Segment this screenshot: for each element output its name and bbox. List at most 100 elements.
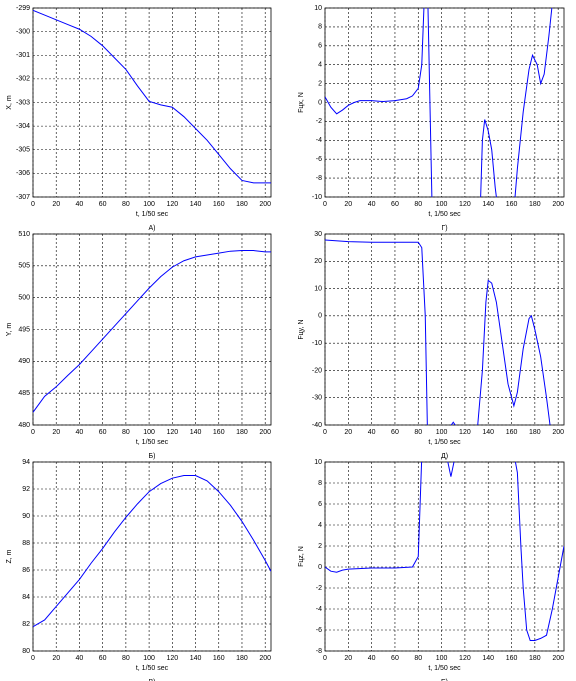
plot-frame — [324, 233, 565, 426]
y-tick-label: 0 — [318, 313, 322, 320]
y-tick-label: -30 — [312, 395, 322, 402]
y-tick-label: -305 — [16, 147, 30, 154]
y-tick-label: -301 — [16, 52, 30, 59]
x-tick-label: 60 — [391, 429, 399, 436]
plot-area — [33, 9, 271, 184]
x-tick-label: 100 — [436, 655, 448, 662]
x-axis-label: t, 1/50 sec — [136, 665, 169, 672]
x-tick-label: 140 — [190, 429, 202, 436]
y-tick-label: 0 — [318, 564, 322, 571]
y-tick-label: 0 — [318, 99, 322, 106]
y-tick-label: 30 — [314, 231, 322, 238]
x-tick-label: 100 — [436, 201, 448, 208]
x-tick-label: 100 — [143, 201, 155, 208]
plot-frame — [32, 233, 272, 426]
panel-caption: Е) — [441, 679, 448, 681]
x-tick-label: 180 — [529, 201, 541, 208]
y-tick-label: -20 — [312, 367, 322, 374]
x-tick-label: 60 — [99, 201, 107, 208]
y-tick-label: 86 — [22, 567, 30, 574]
plot-area — [33, 250, 271, 413]
x-tick-label: 60 — [99, 655, 107, 662]
y-tick-label: 495 — [18, 326, 30, 333]
panel-caption: Б) — [149, 453, 156, 460]
x-tick-label: 200 — [259, 201, 271, 208]
y-tick-label: 490 — [18, 358, 30, 365]
y-tick-label: 94 — [22, 459, 30, 466]
y-tick-label: 10 — [314, 5, 322, 12]
y-tick-label: 505 — [18, 263, 30, 270]
x-tick-label: 180 — [236, 201, 248, 208]
y-axis-label: Y, m — [6, 323, 13, 337]
x-tick-label: 80 — [414, 655, 422, 662]
y-tick-label: 485 — [18, 390, 30, 397]
y-tick-label: -40 — [312, 422, 322, 429]
y-axis-label: Fцy, N — [298, 319, 305, 339]
data-line — [33, 9, 271, 184]
x-axis-label: t, 1/50 sec — [428, 211, 461, 218]
x-tick-label: 160 — [213, 429, 225, 436]
x-tick-label: 0 — [323, 201, 327, 208]
x-axis-label: t, 1/50 sec — [428, 665, 461, 672]
data-line — [325, 8, 553, 197]
x-tick-label: 40 — [76, 429, 84, 436]
x-tick-label: 120 — [166, 655, 178, 662]
x-tick-label: 20 — [52, 429, 60, 436]
x-tick-label: 200 — [552, 655, 564, 662]
x-tick-label: 140 — [482, 655, 494, 662]
y-tick-label: -6 — [316, 156, 322, 163]
y-tick-label: 510 — [18, 231, 30, 238]
y-tick-label: -303 — [16, 99, 30, 106]
y-tick-label: 4 — [318, 62, 322, 69]
x-tick-label: 160 — [506, 655, 518, 662]
plot-frame — [324, 7, 565, 198]
x-tick-label: 140 — [482, 201, 494, 208]
x-tick-label: 80 — [122, 429, 130, 436]
panel-caption: Г) — [441, 225, 447, 232]
y-tick-label: 2 — [318, 80, 322, 87]
x-axis-label: t, 1/50 sec — [428, 439, 461, 446]
data-line — [325, 462, 564, 641]
y-tick-label: 10 — [314, 459, 322, 466]
x-tick-label: 20 — [344, 655, 352, 662]
x-tick-label: 120 — [166, 201, 178, 208]
y-tick-label: 6 — [318, 43, 322, 50]
x-tick-label: 120 — [459, 655, 471, 662]
x-tick-label: 80 — [122, 655, 130, 662]
y-tick-label: -2 — [316, 585, 322, 592]
x-tick-label: 120 — [459, 429, 471, 436]
y-tick-label: -307 — [16, 194, 30, 201]
x-tick-label: 180 — [529, 429, 541, 436]
x-tick-label: 200 — [259, 429, 271, 436]
y-tick-label: 90 — [22, 513, 30, 520]
x-tick-label: 80 — [414, 429, 422, 436]
x-tick-label: 20 — [52, 201, 60, 208]
y-tick-label: -306 — [16, 170, 30, 177]
x-axis-label: t, 1/50 sec — [136, 211, 169, 218]
x-tick-label: 160 — [506, 201, 518, 208]
x-tick-label: 20 — [344, 429, 352, 436]
y-axis-label: X, m — [6, 95, 13, 110]
y-tick-label: 92 — [22, 486, 30, 493]
x-axis-label: t, 1/50 sec — [136, 439, 169, 446]
plot-area — [325, 239, 551, 425]
plot-area — [325, 8, 553, 197]
x-tick-label: 100 — [143, 655, 155, 662]
x-tick-label: 180 — [236, 429, 248, 436]
y-tick-label: -6 — [316, 627, 322, 634]
x-tick-label: 40 — [368, 201, 376, 208]
y-tick-label: -299 — [16, 5, 30, 12]
y-tick-label: 10 — [314, 285, 322, 292]
x-tick-label: 80 — [414, 201, 422, 208]
y-tick-label: -302 — [16, 76, 30, 83]
y-tick-label: -8 — [316, 648, 322, 655]
plot-frame — [324, 461, 565, 652]
y-tick-label: 88 — [22, 540, 30, 547]
x-tick-label: 40 — [368, 655, 376, 662]
x-tick-label: 180 — [529, 655, 541, 662]
x-tick-label: 60 — [391, 201, 399, 208]
x-tick-label: 0 — [31, 201, 35, 208]
x-tick-label: 20 — [344, 201, 352, 208]
x-tick-label: 200 — [259, 655, 271, 662]
